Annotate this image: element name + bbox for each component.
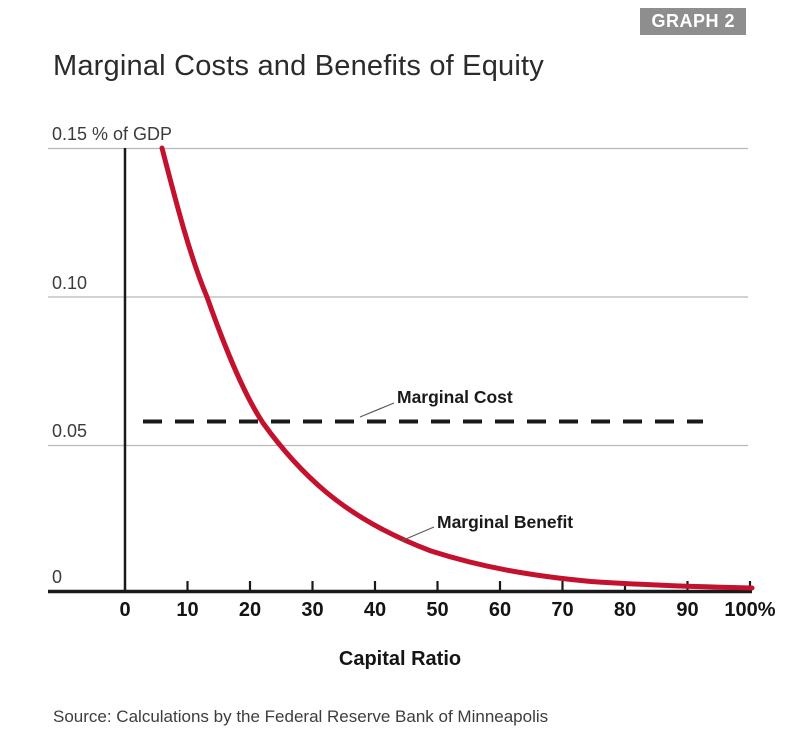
- x-tick-label-50: 50: [426, 599, 449, 621]
- x-tick-label-100: 100%: [724, 599, 776, 621]
- x-tick-label-90: 90: [676, 599, 699, 621]
- source-note: Source: Calculations by the Federal Rese…: [53, 707, 549, 726]
- marginal-benefit-label: Marginal Benefit: [437, 512, 574, 532]
- x-tick-label-70: 70: [551, 599, 574, 621]
- x-tick-label-80: 80: [613, 599, 637, 621]
- x-tick-label-40: 40: [363, 599, 387, 621]
- y-tick-label-0: 0: [52, 567, 63, 587]
- marginal-benefit-curve: [159, 145, 755, 591]
- y-tick-label-0.15: 0.15 % of GDP: [52, 124, 173, 144]
- marginal-cost-leader-line: [359, 402, 395, 418]
- x-tick-label-60: 60: [488, 599, 512, 621]
- marginal-benefit-leader-line: [400, 526, 435, 542]
- y-tick-label-0.10: 0.10: [52, 273, 88, 293]
- x-tick-label-10: 10: [176, 599, 199, 621]
- x-axis-title: Capital Ratio: [338, 648, 462, 670]
- y-tick-label-0.05: 0.05: [52, 421, 88, 441]
- x-tick-label-30: 30: [301, 599, 324, 621]
- marginal-cost-label: Marginal Cost: [397, 387, 513, 407]
- graph-number-badge: GRAPH 2: [640, 8, 746, 35]
- x-tick-label-0: 0: [119, 599, 131, 621]
- x-tick-label-20: 20: [238, 599, 262, 621]
- chart-title: Marginal Costs and Benefits of Equity: [53, 50, 544, 82]
